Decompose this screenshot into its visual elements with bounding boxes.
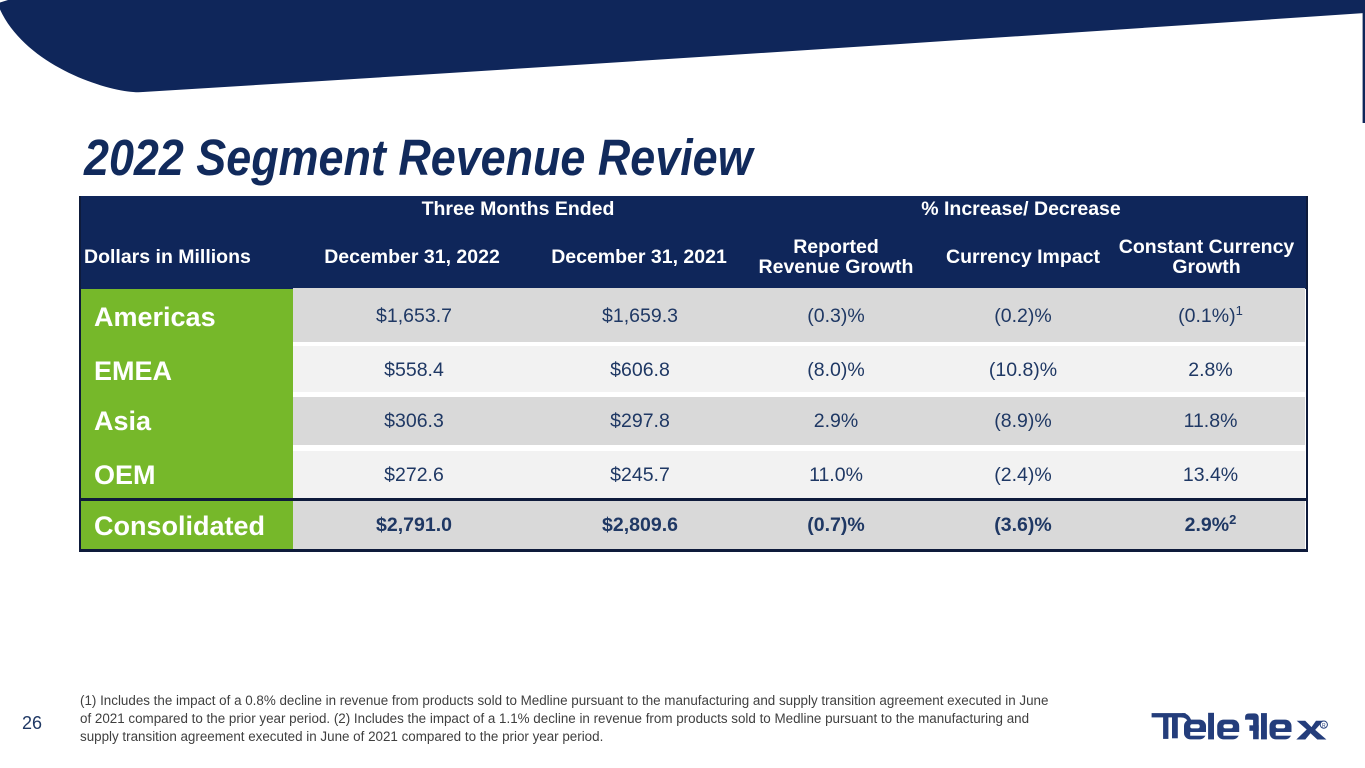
svg-text:R: R [1322,723,1326,729]
